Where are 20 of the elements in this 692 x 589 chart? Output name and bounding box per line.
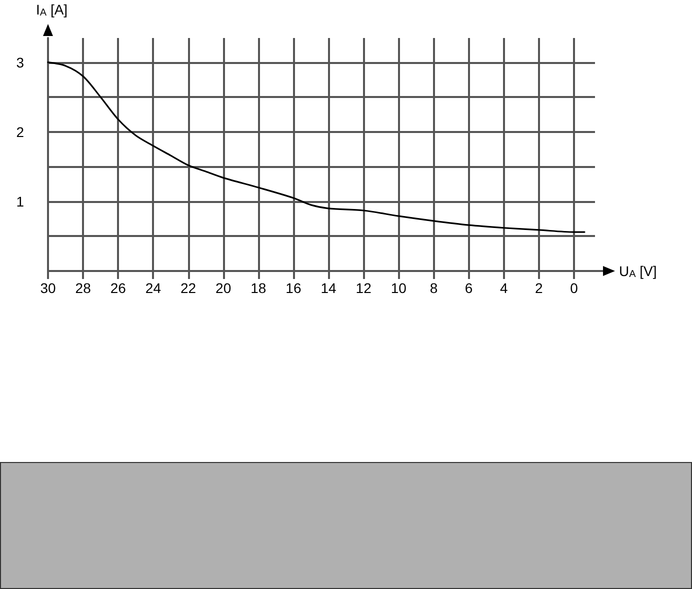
x-tick-label: 14 xyxy=(320,280,337,296)
x-tick-label: 28 xyxy=(75,280,92,296)
x-tick-label: 12 xyxy=(356,280,372,296)
x-tick-label: 2 xyxy=(535,280,543,296)
x-tick-label: 20 xyxy=(216,280,232,296)
x-tick-label: 8 xyxy=(430,280,438,296)
x-tick-label: 10 xyxy=(390,280,407,296)
x-tick-label: 4 xyxy=(500,280,508,296)
x-tick-label: 0 xyxy=(570,280,578,296)
x-tick-label: 22 xyxy=(180,280,196,296)
x-tick-label: 24 xyxy=(145,280,162,296)
x-tick-label: 26 xyxy=(110,280,126,296)
line-series xyxy=(47,62,586,233)
x-tick-label: 6 xyxy=(464,280,473,296)
y-tick-label: 2 xyxy=(16,124,24,140)
x-tick-label: 18 xyxy=(250,280,266,296)
y-tick-label: 1 xyxy=(16,193,24,210)
y-tick-label: 3 xyxy=(16,54,24,70)
x-tick-label: 30 xyxy=(40,280,56,296)
x-tick-label: 16 xyxy=(286,280,302,296)
